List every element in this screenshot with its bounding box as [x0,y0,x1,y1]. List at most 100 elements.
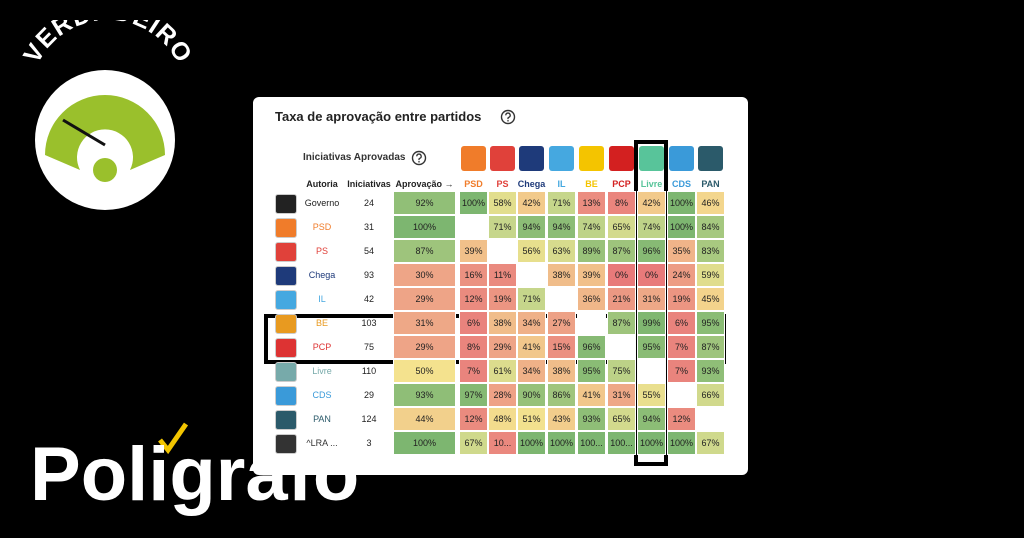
empty-cell [459,215,488,239]
row-logo [275,338,297,358]
author: Livre [312,366,332,376]
rate-cell: 41% [517,335,546,359]
rate-cell: 13% [577,191,606,215]
rate-cell: 83% [696,239,725,263]
rate-cell: 19% [667,287,696,311]
rate-cell: 67% [459,431,488,455]
rate-cell: 51% [517,407,546,431]
rate-cell: 96% [637,239,666,263]
column-header: BE [585,179,598,189]
rate-cell: 39% [459,239,488,263]
rate-cell: 94% [547,215,576,239]
rate-cell: 59% [696,263,725,287]
row-logo [275,290,297,310]
rate-cell: 100... [577,431,606,455]
rate-cell: 11% [488,263,517,287]
initiatives: 24 [363,198,374,208]
rate-cell: 38% [547,359,576,383]
row-logo [275,242,297,262]
rate-cell: 99% [637,311,666,335]
author: PS [315,246,328,256]
rate-cell: 100% [459,191,488,215]
rate-cell: 58% [488,191,517,215]
rate-cell: 34% [517,311,546,335]
rate-cell: 46% [696,191,725,215]
rate-cell: 67% [696,431,725,455]
rate-cell: 35% [667,239,696,263]
rate-cell: 90% [517,383,546,407]
rate-cell: 71% [488,215,517,239]
column-header: Autoria [306,179,338,189]
rate-cell: 15% [547,335,576,359]
rate-cell: 8% [459,335,488,359]
check-mark [158,422,189,455]
party-logo [609,146,634,171]
column-header: Aprovação → [395,179,454,189]
row-logo [275,218,297,238]
rate-cell: 65% [607,407,636,431]
rate-cell: 84% [696,215,725,239]
rate-cell: 87% [607,311,636,335]
rate-cell: 0% [637,263,666,287]
column-header: PCP [612,179,631,189]
rate-cell: 34% [517,359,546,383]
gauge-arc [45,95,165,170]
author: BE [315,318,328,328]
author: Governo [304,198,340,208]
row-logo [275,362,297,382]
rate-cell: 93% [577,407,606,431]
empty-cell [607,335,636,359]
rate-cell: 24% [667,263,696,287]
rate-cell: 71% [517,287,546,311]
rate-cell: 94% [517,215,546,239]
rate-cell: 89% [577,239,606,263]
row-logo [275,314,297,334]
initiatives: 29 [363,390,374,400]
rate-cell: 29% [393,287,456,311]
rate-cell: 31% [607,383,636,407]
rate-cell: 48% [488,407,517,431]
rate-cell: 93% [393,383,456,407]
rate-cell: 21% [607,287,636,311]
rate-cell: 6% [667,311,696,335]
rate-cell: 38% [547,263,576,287]
rate-cell: 100% [393,215,456,239]
row-logo [275,386,297,406]
rate-cell: 44% [393,407,456,431]
initiatives: 54 [363,246,374,256]
rate-cell: 100% [547,431,576,455]
column-header: Livre [640,179,663,189]
column-header: PAN [701,179,720,189]
party-logo [519,146,544,171]
initiatives: 93 [363,270,374,280]
initiatives: 42 [363,294,374,304]
rate-cell: 61% [488,359,517,383]
rate-cell: 100% [517,431,546,455]
rate-cell: 71% [547,191,576,215]
rate-cell: 30% [393,263,456,287]
rate-cell: 95% [577,359,606,383]
rate-cell: 100... [607,431,636,455]
rate-cell: 31% [637,287,666,311]
author: CDS [312,390,332,400]
rate-cell: 50% [393,359,456,383]
initiatives: 103 [361,318,377,328]
rate-cell: 65% [607,215,636,239]
rate-cell: 19% [488,287,517,311]
rate-cell: 42% [517,191,546,215]
rate-cell: 100% [667,431,696,455]
rate-cell: 56% [517,239,546,263]
empty-cell [637,359,666,383]
rate-cell: 27% [547,311,576,335]
rate-cell: 100% [637,431,666,455]
author: ^LRA ... [306,438,338,448]
initiatives: 3 [366,438,372,448]
author: IL [318,294,326,304]
rate-cell: 12% [459,287,488,311]
party-logo [549,146,574,171]
rate-cell: 28% [488,383,517,407]
gauge-logo: VERDADEIRO [18,20,197,210]
rate-cell: 94% [637,407,666,431]
empty-cell [667,383,696,407]
